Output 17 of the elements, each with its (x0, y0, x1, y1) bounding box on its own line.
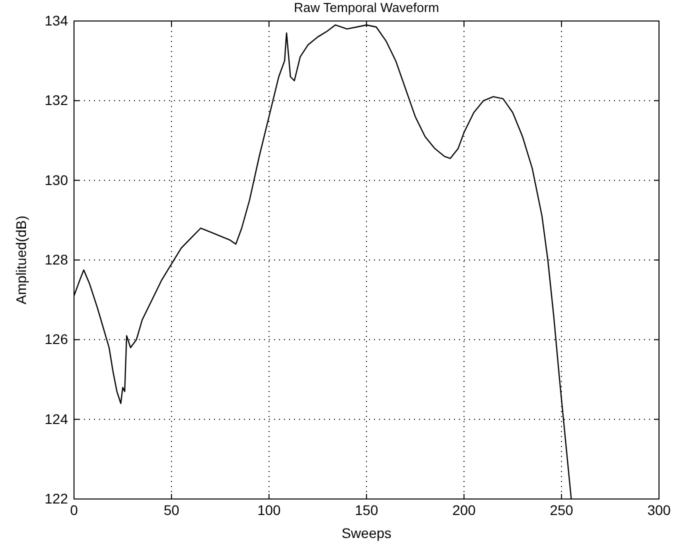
x-tick-label: 200 (452, 502, 476, 518)
x-tick-label: 0 (70, 502, 78, 518)
x-axis-title: Sweeps (342, 525, 392, 541)
x-tick-label: 50 (164, 502, 180, 518)
y-tick-label: 128 (44, 251, 68, 268)
y-tick-label: 134 (44, 12, 68, 28)
x-tick-label: 250 (550, 502, 574, 518)
y-axis-title: Amplitued(dB) (13, 216, 29, 304)
y-tick-label: 126 (44, 331, 68, 348)
y-tick-label: 124 (44, 410, 68, 427)
y-tick-label: 122 (44, 490, 68, 506)
x-tick-label: 100 (257, 502, 281, 518)
y-tick-label: 132 (44, 92, 68, 108)
y-tick-label: 130 (44, 172, 68, 188)
chart-title: Raw Temporal Waveform (294, 0, 440, 15)
x-tick-label: 150 (354, 502, 378, 518)
x-tick-label: 300 (647, 502, 671, 518)
